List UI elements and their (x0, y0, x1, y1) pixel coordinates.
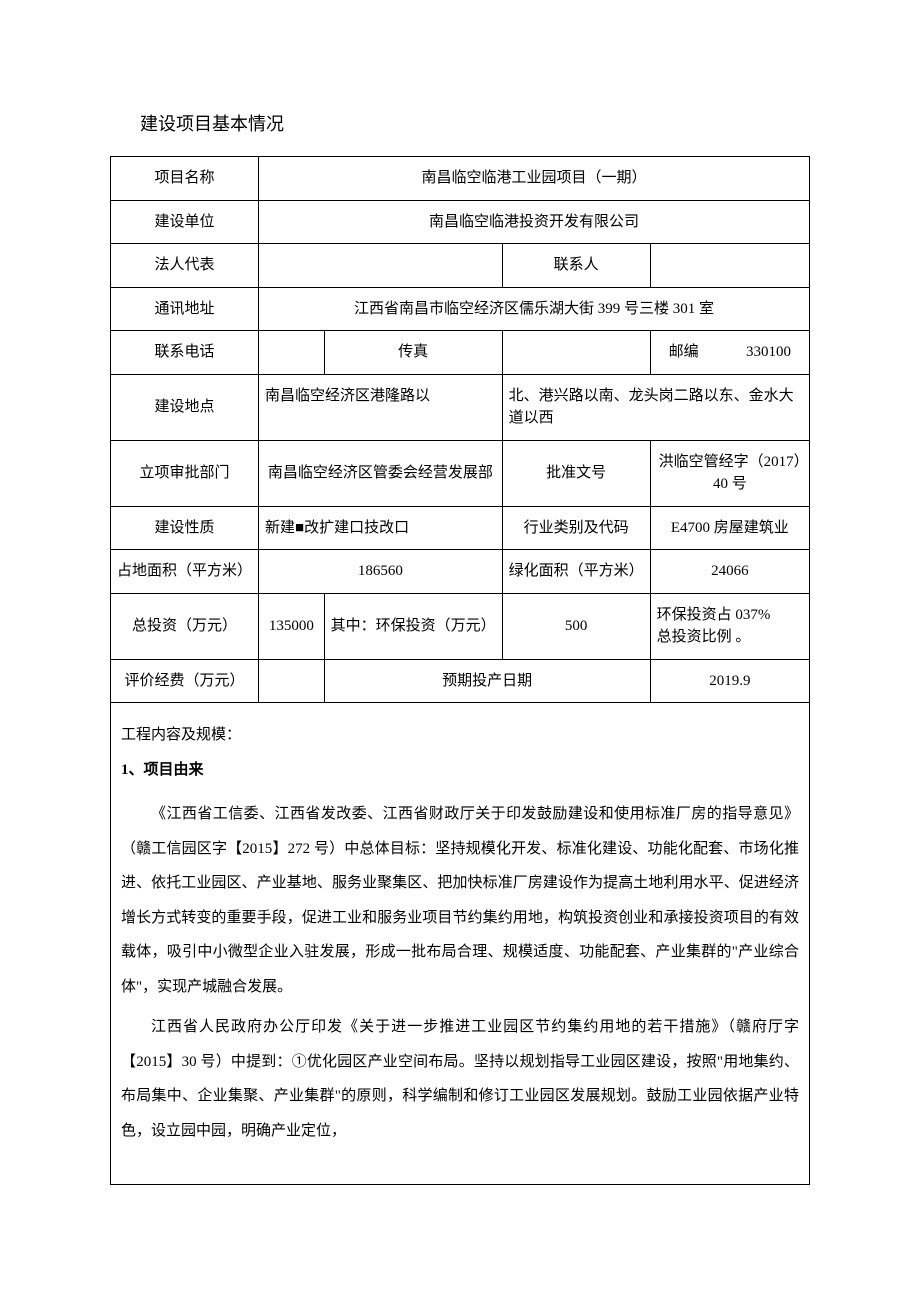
row-label: 其中：环保投资（万元） (324, 593, 502, 659)
row-value: 南昌临空临港工业园项目（一期） (259, 157, 810, 201)
table-row: 总投资（万元） 135000 其中：环保投资（万元） 500 环保投资占 037… (111, 593, 810, 659)
page-title: 建设项目基本情况 (140, 110, 810, 136)
row-label: 占地面积（平方米） (111, 550, 259, 594)
row-label: 传真 (324, 331, 502, 375)
table-row: 建设性质 新建■改扩建口技改口 行业类别及代码 E4700 房屋建筑业 (111, 506, 810, 550)
row-label: 建设地点 (111, 374, 259, 440)
row-label: 项目名称 (111, 157, 259, 201)
row-label: 建设性质 (111, 506, 259, 550)
table-row: 建设地点 南昌临空经济区港隆路以 北、港兴路以南、龙头岗二路以东、金水大道以西 (111, 374, 810, 440)
row-value: 500 (502, 593, 650, 659)
row-label: 法人代表 (111, 244, 259, 288)
postal-label: 邮编 (657, 341, 699, 364)
postal-value: 330100 (746, 341, 803, 364)
row-label: 通讯地址 (111, 287, 259, 331)
row-value: 186560 (259, 550, 503, 594)
row-value: 新建■改扩建口技改口 (259, 506, 503, 550)
row-value: 135000 (259, 593, 325, 659)
row-label: 联系人 (502, 244, 650, 288)
row-value (259, 659, 325, 703)
table-row: 通讯地址 江西省南昌市临空经济区儒乐湖大街 399 号三楼 301 室 (111, 287, 810, 331)
row-value (259, 244, 503, 288)
row-value: 环保投资占 037% 总投资比例 。 (650, 593, 809, 659)
row-label: 绿化面积（平方米） (502, 550, 650, 594)
row-label: 行业类别及代码 (502, 506, 650, 550)
row-value: 南昌临空临港投资开发有限公司 (259, 200, 810, 244)
row-label: 批准文号 (502, 440, 650, 506)
row-label: 总投资（万元） (111, 593, 259, 659)
row-value: 洪临空管经字（2017）40 号 (650, 440, 809, 506)
row-value (259, 331, 325, 375)
table-row: 项目名称 南昌临空临港工业园项目（一期） (111, 157, 810, 201)
row-label: 评价经费（万元） (111, 659, 259, 703)
table-row: 立项审批部门 南昌临空经济区管委会经营发展部 批准文号 洪临空管经字（2017）… (111, 440, 810, 506)
table-row: 建设单位 南昌临空临港投资开发有限公司 (111, 200, 810, 244)
row-value (502, 331, 650, 375)
table-row: 法人代表 联系人 (111, 244, 810, 288)
section-heading: 工程内容及规模： (121, 723, 799, 744)
row-value: 南昌临空经济区港隆路以 (259, 374, 503, 440)
row-value (650, 244, 809, 288)
row-label: 立项审批部门 (111, 440, 259, 506)
table-row: 占地面积（平方米） 186560 绿化面积（平方米） 24066 (111, 550, 810, 594)
paragraph: 《江西省工信委、江西省发改委、江西省财政厅关于印发鼓励建设和使用标准厂房的指导意… (121, 797, 799, 1004)
row-value: 江西省南昌市临空经济区儒乐湖大街 399 号三楼 301 室 (259, 287, 810, 331)
row-value: 南昌临空经济区管委会经营发展部 (259, 440, 503, 506)
row-value: 24066 (650, 550, 809, 594)
row-value: 2019.9 (650, 659, 809, 703)
table-row: 联系电话 传真 邮编 330100 (111, 331, 810, 375)
row-label: 联系电话 (111, 331, 259, 375)
row-label: 建设单位 (111, 200, 259, 244)
row-value: 北、港兴路以南、龙头岗二路以东、金水大道以西 (502, 374, 809, 440)
content-section: 工程内容及规模： 1、项目由来 《江西省工信委、江西省发改委、江西省财政厅关于印… (110, 703, 810, 1185)
postal-cell: 邮编 330100 (650, 331, 809, 375)
row-value: E4700 房屋建筑业 (650, 506, 809, 550)
row-label: 预期投产日期 (324, 659, 650, 703)
project-info-table: 项目名称 南昌临空临港工业园项目（一期） 建设单位 南昌临空临港投资开发有限公司… (110, 156, 810, 703)
subheading: 1、项目由来 (121, 758, 799, 779)
table-row: 评价经费（万元） 预期投产日期 2019.9 (111, 659, 810, 703)
paragraph: 江西省人民政府办公厅印发《关于进一步推进工业园区节约集约用地的若干措施》（赣府厅… (121, 1010, 799, 1148)
